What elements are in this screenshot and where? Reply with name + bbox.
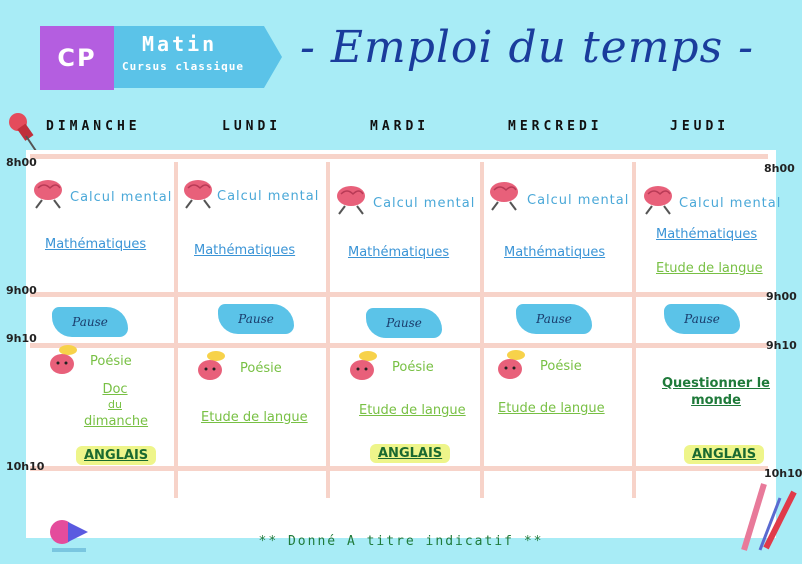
grid-line-9h00 [30, 292, 768, 297]
grid-line-top [30, 154, 768, 159]
lundi-pause: Pause [218, 304, 294, 334]
jeudi-mathematiques-link[interactable]: Mathématiques [656, 227, 758, 242]
day-lundi: LUNDI [222, 119, 282, 134]
mercredi-calcul-mental: Calcul mental [527, 193, 630, 208]
day-jeudi: JEUDI [670, 119, 730, 134]
dimanche-doc-line1[interactable]: Doc [102, 382, 128, 397]
dimanche-poesie: Poésie [90, 354, 132, 369]
mercredi-etude-langue[interactable]: Etude de langue [498, 401, 605, 416]
mercredi-mathematiques-link[interactable]: Mathématiques [504, 245, 606, 260]
jeudi-pause: Pause [664, 304, 740, 334]
lundi-calcul-mental: Calcul mental [217, 189, 320, 204]
mercredi-pause: Pause [516, 304, 592, 334]
dimanche-anglais[interactable]: ANGLAIS [76, 446, 157, 465]
brain-runner-icon [490, 182, 518, 211]
logo-icon [50, 520, 88, 552]
brain-thinking-icon [198, 351, 225, 380]
brain-runner-icon [644, 186, 672, 215]
jeudi-questionner-line1[interactable]: Questionner le [662, 376, 770, 391]
brain-thinking-icon [50, 345, 77, 374]
mardi-etude-langue[interactable]: Etude de langue [359, 403, 466, 418]
day-dimanche: DIMANCHE [46, 119, 141, 134]
grid-col-1 [174, 162, 178, 498]
mardi-pause: Pause [366, 308, 442, 338]
day-mercredi: MERCREDI [508, 119, 603, 134]
grid-col-3 [480, 162, 484, 498]
matin-badge-shape [114, 26, 282, 88]
brain-runner-icon [337, 186, 365, 215]
dimanche-pause: Pause [52, 307, 128, 337]
time-8h00-right: 8h00 [764, 162, 795, 175]
mardi-calcul-mental: Calcul mental [373, 196, 476, 211]
brain-runner-icon [34, 180, 62, 209]
lundi-poesie: Poésie [240, 361, 282, 376]
grid-col-2 [326, 162, 330, 498]
lundi-etude-langue[interactable]: Etude de langue [201, 410, 308, 425]
jeudi-etude-langue[interactable]: Etude de langue [656, 261, 763, 276]
time-9h10-left: 9h10 [6, 332, 37, 345]
brain-thinking-icon [350, 351, 377, 380]
time-8h00-left: 8h00 [6, 156, 37, 169]
dimanche-mathematiques-link[interactable]: Mathématiques [45, 237, 147, 252]
time-9h10-right: 9h10 [766, 339, 797, 352]
brain-thinking-icon [498, 350, 525, 379]
mardi-anglais[interactable]: ANGLAIS [370, 444, 451, 463]
cursus-label: Cursus classique [122, 60, 244, 73]
matin-badge: Matin Cursus classique [114, 22, 284, 92]
time-10h10-left: 10h10 [6, 460, 45, 473]
jeudi-anglais[interactable]: ANGLAIS [684, 445, 765, 464]
brain-runner-icon [184, 180, 212, 209]
time-10h10-right: 10h10 [764, 467, 802, 480]
dimanche-doc-line3[interactable]: dimanche [83, 414, 149, 429]
mardi-poesie: Poésie [392, 360, 434, 375]
jeudi-questionner-line2[interactable]: monde [691, 393, 741, 408]
grid-col-4 [632, 162, 636, 498]
time-9h00-left: 9h00 [6, 284, 37, 297]
dimanche-calcul-mental: Calcul mental [70, 190, 173, 205]
mardi-mathematiques-link[interactable]: Mathématiques [348, 245, 450, 260]
mercredi-poesie: Poésie [540, 359, 582, 374]
lundi-mathematiques-link[interactable]: Mathématiques [194, 243, 296, 258]
pencils-icon [741, 483, 797, 551]
matin-label: Matin [142, 32, 218, 56]
cp-badge: CP [40, 26, 114, 90]
jeudi-calcul-mental: Calcul mental [679, 196, 782, 211]
page-title: - Emploi du temps - [300, 22, 755, 73]
grid-line-9h10 [30, 343, 768, 348]
day-mardi: MARDI [370, 119, 430, 134]
time-9h00-right: 9h00 [766, 290, 797, 303]
grid-line-10h10 [30, 466, 768, 471]
footer-note: ** Donné A titre indicatif ** [258, 534, 544, 549]
dimanche-doc-line2[interactable]: du [108, 398, 122, 411]
